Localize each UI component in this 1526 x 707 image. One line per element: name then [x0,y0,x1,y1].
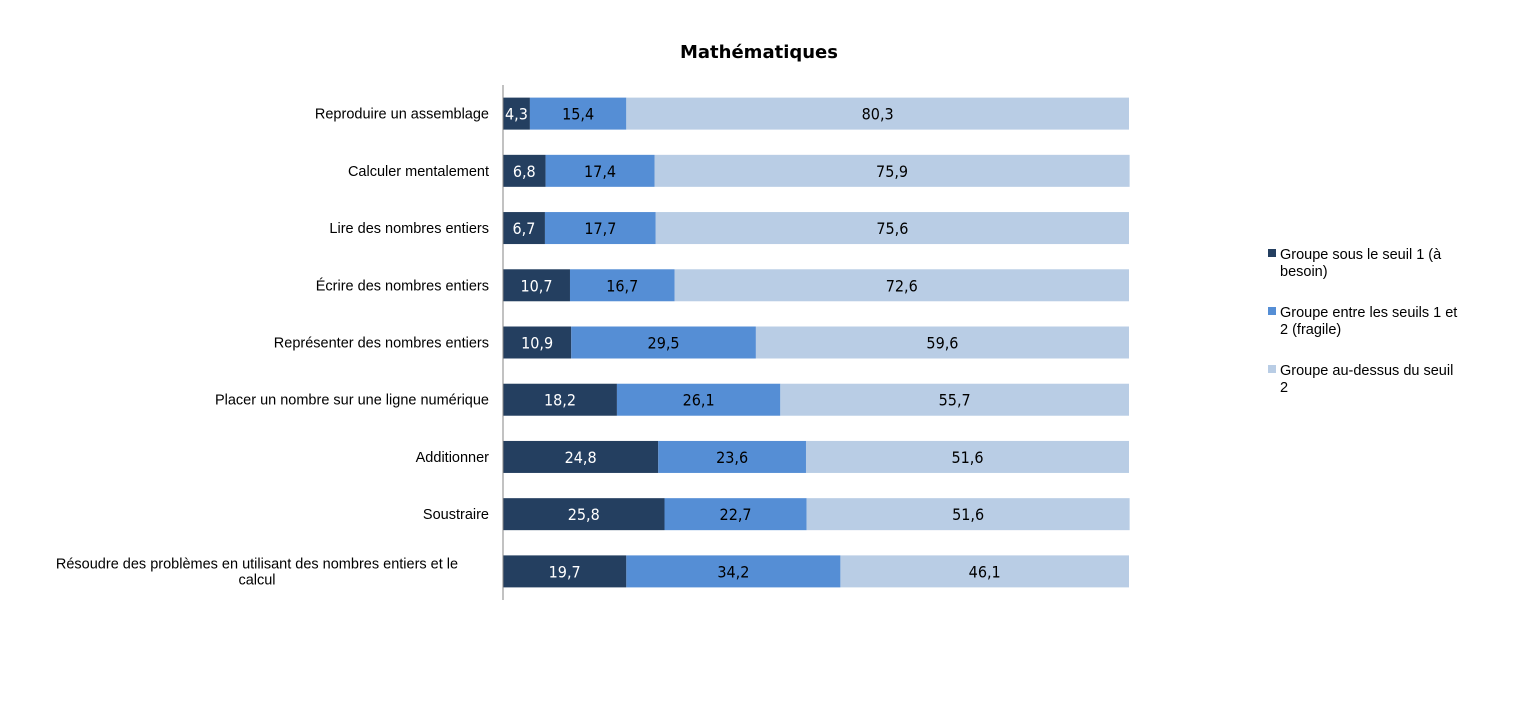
bar-segment-series3-row8 [806,498,1130,531]
bar-segment-series2-row4 [569,269,675,302]
legend-label: Groupe au-dessus du seuil 2 [1280,363,1453,396]
bar-segment-series3-row4 [674,269,1129,302]
category-label: Représenter des nombres entiers [274,336,489,352]
data-label: 18,2 [544,391,576,410]
bar-segment-series2-row6 [616,383,781,416]
category-label: Soustraire [423,507,489,523]
data-label: 46,1 [969,562,1001,581]
data-label: 19,7 [549,562,581,581]
data-label: 59,6 [926,334,958,353]
bar-segment-series1-row8 [503,498,665,531]
category-label: Résoudre des problèmes en utilisant des … [56,556,458,588]
bar-segment-series2-row2 [545,154,655,187]
data-label: 10,7 [520,276,552,295]
bar-segment-series3-row7 [805,440,1129,473]
legend-label: Groupe sous le seuil 1 (à besoin) [1280,247,1442,280]
bar-segment-series3-row6 [780,383,1129,416]
data-label: 72,6 [886,276,918,295]
category-labels: Reproduire un assemblage Calculer mentale… [56,107,489,589]
bar-segment-series1-row3 [503,212,545,245]
data-label: 6,7 [513,219,536,238]
bar-segment-series3-row9 [840,555,1129,588]
bar-segment-series2-row3 [544,212,656,245]
data-label: 55,7 [939,391,971,410]
category-label: Reproduire un assemblage [315,107,489,123]
category-label: Lire des nombres entiers [329,221,489,237]
data-label: 24,8 [565,448,597,467]
data-label: 6,8 [513,162,536,181]
data-label: 51,6 [951,448,983,467]
data-label: 15,4 [562,105,594,124]
legend-swatch-series1 [1268,249,1276,257]
bar-segment-series2-row8 [664,498,807,531]
bar-segment-series3-row1 [626,97,1129,130]
data-label: 75,6 [876,219,908,238]
bar-segment-series1-row6 [503,383,617,416]
bar-segment-series1-row2 [503,154,546,187]
data-label: 4,3 [505,105,528,124]
category-label: Calculer mentalement [348,164,489,180]
legend-swatch-series3 [1268,365,1276,373]
bar-segment-series3-row5 [755,326,1129,359]
data-label: 75,9 [876,162,908,181]
legend: Groupe sous le seuil 1 (à besoin) Groupe e… [1268,247,1457,396]
bar-segment-series1-row1 [503,97,530,130]
bar-segment-series1-row7 [503,440,659,473]
bars-group: 4,3 15,4 80,3 6,8 17,4 75,9 6,7 17,7 75,6 10,7 16,… [503,97,1130,588]
bar-segment-series3-row2 [654,154,1130,187]
bar-segment-series2-row9 [626,555,841,588]
data-label: 16,7 [606,276,638,295]
bar-segment-series1-row5 [503,326,572,359]
data-label: 26,1 [683,391,715,410]
category-label: Écrire des nombres entiers [316,277,489,294]
bar-segment-series2-row5 [571,326,756,359]
data-label: 29,5 [648,334,680,353]
data-label: 34,2 [717,562,749,581]
bar-segment-series1-row9 [503,555,627,588]
data-label: 80,3 [862,105,894,124]
data-label: 17,7 [584,219,616,238]
legend-swatch-series2 [1268,307,1276,315]
data-label: 10,9 [521,334,553,353]
chart-title: Mathématiques [680,42,838,63]
legend-label: Groupe entre les seuils 1 et 2 (fragile) [1280,305,1457,338]
category-label: Additionner [416,450,490,466]
bar-segment-series2-row1 [529,97,627,130]
category-label: Placer un nombre sur une ligne numérique [215,393,489,409]
data-label: 23,6 [716,448,748,467]
data-label: 25,8 [568,505,600,524]
data-label: 17,4 [584,162,616,181]
bar-segment-series3-row3 [655,212,1129,245]
bar-segment-series1-row4 [503,269,570,302]
data-label: 51,6 [952,505,984,524]
data-label: 22,7 [720,505,752,524]
bar-segment-series2-row7 [658,440,806,473]
